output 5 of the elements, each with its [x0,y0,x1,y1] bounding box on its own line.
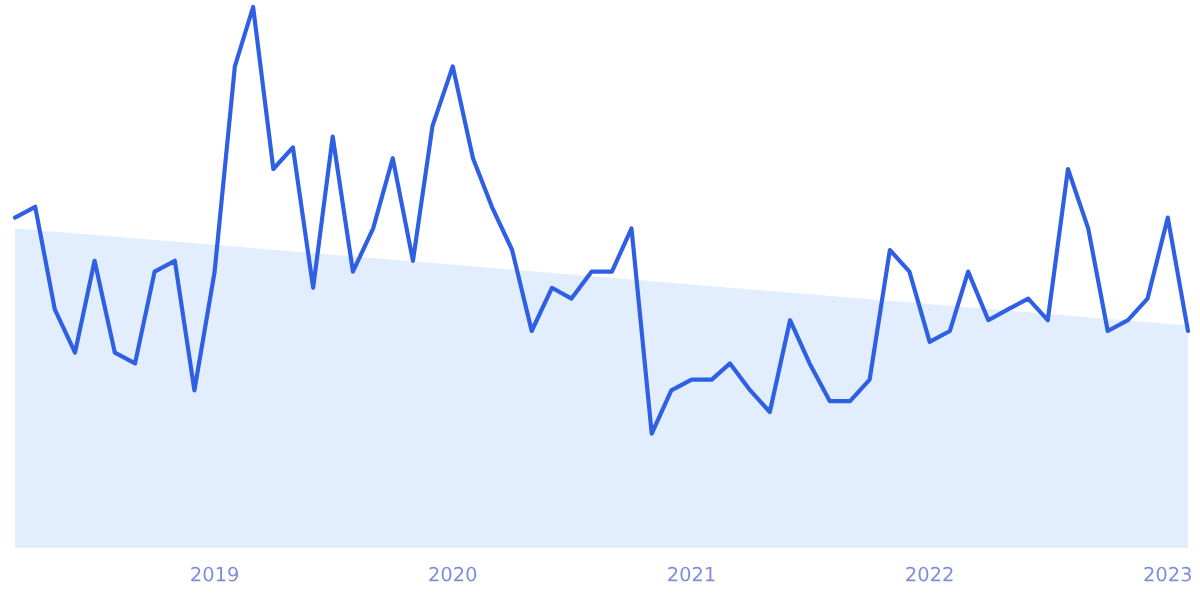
x-tick-label: 2023 [1144,566,1191,582]
x-tick-label: 2019 [191,566,239,582]
x-tick-label: 2021 [668,566,715,582]
x-tick-label: 2022 [906,566,953,582]
x-tick-label: 2020 [429,566,477,582]
